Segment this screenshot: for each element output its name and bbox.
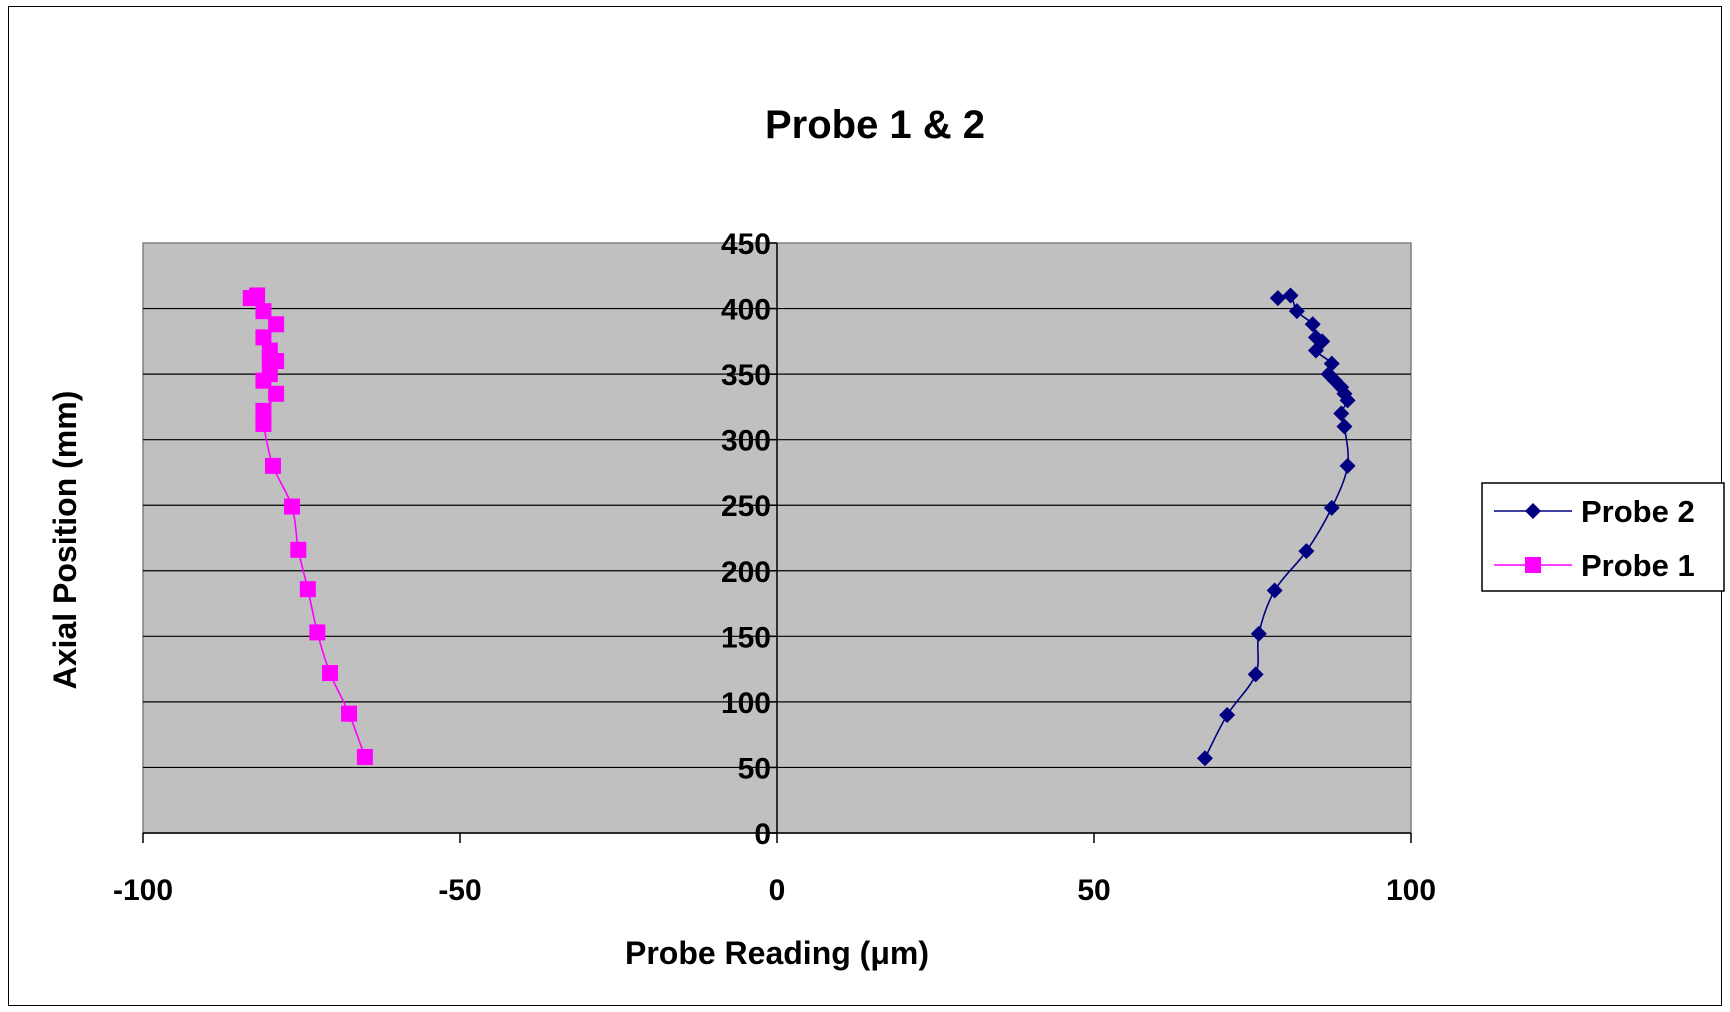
x-axis-label: Probe Reading (μm) (625, 935, 929, 971)
y-tick-label: 450 (721, 228, 771, 261)
square-data-point (322, 665, 339, 682)
y-tick-label: 200 (721, 556, 771, 589)
series-layer (242, 287, 1356, 767)
diamond-data-point (1304, 316, 1321, 333)
y-tick-label: 250 (721, 490, 771, 523)
square-data-point (255, 372, 272, 389)
legend-label: Probe 1 (1581, 548, 1695, 583)
square-data-point (255, 415, 272, 432)
diamond-data-point (1298, 543, 1315, 560)
y-tick-label: 300 (721, 425, 771, 458)
legend-square-marker (1525, 557, 1541, 573)
square-data-point (268, 353, 285, 369)
x-tick-label: -100 (113, 874, 173, 907)
square-data-point (290, 541, 307, 558)
x-tick-label: 0 (769, 874, 786, 907)
legend: Probe 2 Probe 1 (1481, 482, 1725, 592)
y-tick-label: 100 (721, 687, 771, 720)
square-data-point (268, 385, 285, 402)
diamond-data-point (1336, 418, 1353, 435)
y-tick-label: 350 (721, 359, 771, 392)
square-data-point (299, 581, 316, 598)
square-data-point (255, 402, 272, 419)
x-tick-label: 50 (1077, 874, 1110, 907)
square-data-point (356, 748, 373, 765)
diamond-data-point (1307, 342, 1324, 359)
legend-label: Probe 2 (1581, 494, 1695, 529)
square-data-point (268, 316, 285, 333)
x-tick-label: -50 (438, 874, 481, 907)
diamond-data-point (1323, 499, 1340, 516)
diamond-data-point (1219, 707, 1236, 723)
axes (142, 242, 1412, 843)
square-data-point (283, 498, 300, 515)
chart-title: Probe 1 & 2 (765, 103, 985, 147)
legend-diamond-marker (1525, 503, 1541, 519)
legend-item: Probe 2 (1494, 494, 1695, 529)
diamond-data-point (1339, 392, 1356, 409)
diamond-data-point (1266, 582, 1283, 599)
tick-labels: 0 50 100 150 200 250 300 350 400 450 -100 -50 0 50 100 (113, 228, 1436, 907)
diamond-data-point (1333, 405, 1350, 422)
square-data-point (255, 329, 272, 346)
diamond-data-point (1250, 625, 1267, 642)
legend-box (1481, 482, 1725, 592)
diamond-data-point (1247, 666, 1264, 683)
legend-item: Probe 1 (1494, 548, 1695, 583)
series-probe-2 (1196, 287, 1356, 767)
y-tick-label: 150 (721, 621, 771, 654)
diamond-data-point (1339, 457, 1356, 474)
square-data-point (255, 303, 272, 320)
diamond-data-point (1282, 287, 1299, 304)
square-data-point (249, 287, 266, 304)
y-tick-label: 50 (738, 752, 771, 785)
y-tick-label: 400 (721, 294, 771, 327)
square-data-point (309, 624, 326, 641)
diamond-data-point (1269, 290, 1286, 307)
x-tick-label: 100 (1386, 874, 1436, 907)
y-axis-label: Axial Position (mm) (47, 391, 83, 690)
diamond-data-point (1196, 750, 1213, 767)
square-data-point (264, 457, 281, 474)
y-tick-label: 0 (754, 818, 771, 851)
series-probe-1 (242, 287, 373, 765)
square-data-point (341, 705, 358, 722)
diamond-data-point (1288, 303, 1305, 320)
